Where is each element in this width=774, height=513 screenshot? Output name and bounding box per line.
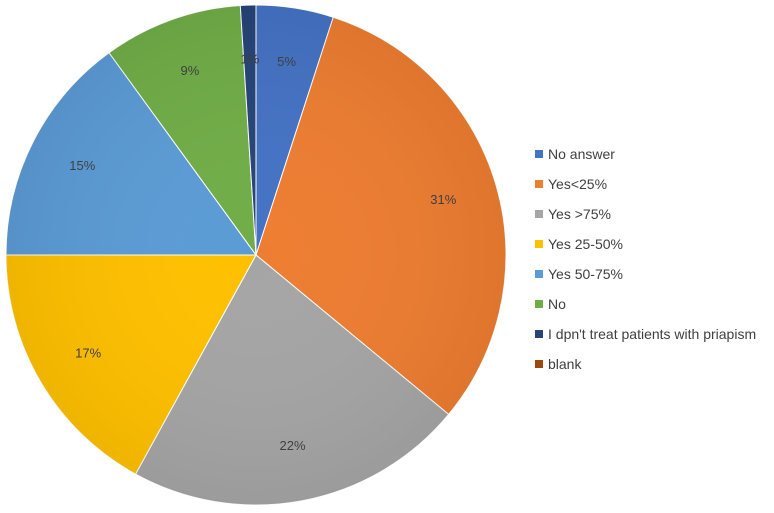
pie-data-labels: 5% 31% 22% 17% 15% 9% 1%: [69, 52, 456, 453]
legend-item-blank: blank: [535, 349, 756, 379]
legend-label: Yes 50-75%: [548, 266, 623, 282]
legend-label: Yes 25-50%: [548, 236, 623, 252]
legend-swatch: [535, 270, 543, 278]
legend-label: No answer: [548, 146, 615, 162]
legend-item-no-answer: No answer: [535, 139, 756, 169]
legend-swatch: [535, 150, 543, 158]
pie-slices: [5, 4, 507, 506]
legend-swatch: [535, 180, 543, 188]
legend-label: Yes >75%: [548, 206, 611, 222]
data-label-yes-25: 31%: [430, 192, 456, 207]
data-label-no-answer: 5%: [277, 54, 296, 69]
legend-item-yes-50-75: Yes 50-75%: [535, 259, 756, 289]
data-label-yes-75: 22%: [280, 438, 306, 453]
legend-swatch: [535, 300, 543, 308]
legend-label: Yes<25%: [548, 176, 608, 192]
legend: No answer Yes<25% Yes >75% Yes 25-50% Yes 50…: [535, 139, 756, 379]
legend-item-no: No: [535, 289, 756, 319]
legend-item-yes-75: Yes >75%: [535, 199, 756, 229]
legend-item-yes-25: Yes<25%: [535, 169, 756, 199]
legend-label: blank: [548, 356, 582, 372]
data-label-no: 9%: [181, 63, 200, 78]
legend-item-i-dpn-t-treat-patients-with-priapism: I dpn't treat patients with priapism: [535, 319, 756, 349]
data-label-yes-25-50: 17%: [75, 346, 101, 361]
legend-label: No: [548, 296, 566, 312]
legend-label: I dpn't treat patients with priapism: [548, 326, 757, 342]
legend-swatch: [535, 210, 543, 218]
legend-swatch: [535, 240, 543, 248]
data-label-yes-50-75: 15%: [69, 158, 95, 173]
data-label-i-dpn-t-treat-patients-with-priapism: 1%: [240, 52, 259, 67]
legend-swatch: [535, 360, 543, 368]
legend-swatch: [535, 330, 543, 338]
legend-item-yes-25-50: Yes 25-50%: [535, 229, 756, 259]
